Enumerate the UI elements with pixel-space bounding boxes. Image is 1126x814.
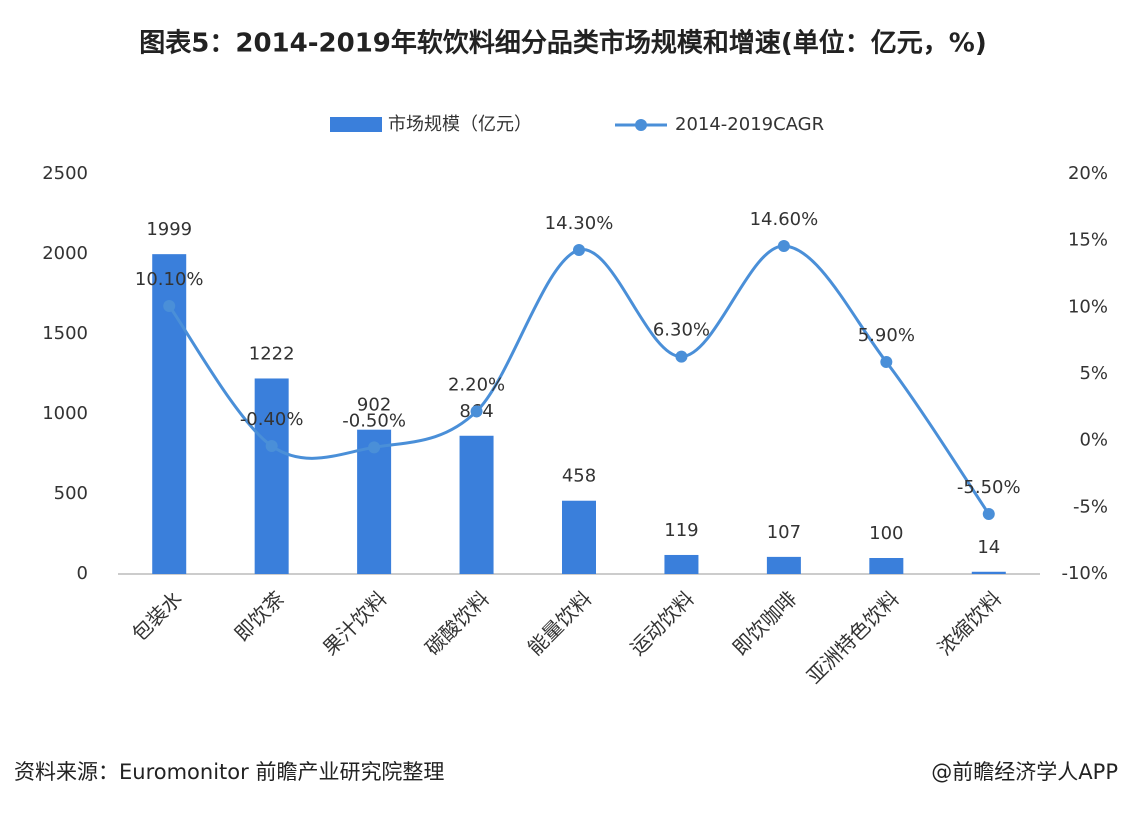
bar-value-label: 100 [869,523,903,544]
line-value-label: 14.30% [545,213,614,234]
line-point [880,356,893,368]
bar [562,500,596,574]
line-value-label: -0.40% [240,409,304,430]
bar-value-label: 107 [767,522,801,543]
line-value-label: 10.10% [135,269,204,290]
line-point [163,300,176,312]
y2-tick-label: 15% [1068,230,1108,251]
line [168,244,991,515]
chart-title: 图表5：2014-2019年软饮料细分品类市场规模和增速(单位：亿元，%) [139,28,986,59]
bar-value-label: 902 [357,395,391,416]
line-point [675,350,688,363]
line-point [777,240,790,252]
bar [971,571,1006,574]
bar [254,378,289,574]
bar [357,429,392,574]
line-value-label: 14.60% [750,209,819,230]
y2-tick-label: 5% [1079,363,1108,384]
y-tick-label: 2500 [42,163,88,184]
y2-tick-label: 20% [1068,163,1108,184]
bar [664,554,699,574]
y-tick-label: 0 [77,563,88,584]
line-point [368,441,381,454]
line-point [982,508,995,520]
y2-tick-label: 10% [1068,296,1108,317]
line-value-label: 6.30% [653,320,710,341]
y-tick-label: 2000 [42,243,88,264]
credit: @前瞻经济学人APP [931,760,1118,784]
y-tick-label: 1500 [42,323,88,344]
y-tick-label: 500 [54,483,88,504]
legend-label: 2014-2019CAGR [675,114,824,135]
line-point [470,405,483,418]
bar [869,558,904,574]
line-point [265,440,278,452]
bar-value-label: 1222 [249,343,295,364]
legend-swatch [635,119,647,131]
y2-tick-label: 0% [1079,430,1108,451]
bar-value-label: 119 [664,520,698,541]
bar-value-label: 1999 [146,219,192,240]
y2-tick-label: -5% [1073,496,1108,517]
bar-value-label: 458 [562,466,596,487]
line-value-label: -0.50% [342,410,406,431]
legend-swatch [330,117,382,132]
y2-tick-label: -10% [1061,563,1108,584]
bar-value-label: 14 [977,537,1000,558]
bar [459,435,494,574]
legend-label: 市场规模（亿元） [388,114,532,135]
bar [766,556,801,574]
y-tick-label: 1000 [42,403,88,424]
line-value-label: -5.50% [957,477,1021,498]
line-value-label: 5.90% [858,325,915,346]
source-note: 资料来源：Euromonitor 前瞻产业研究院整理 [14,760,444,784]
line-point [573,244,585,256]
line-value-label: 2.20% [448,374,505,395]
